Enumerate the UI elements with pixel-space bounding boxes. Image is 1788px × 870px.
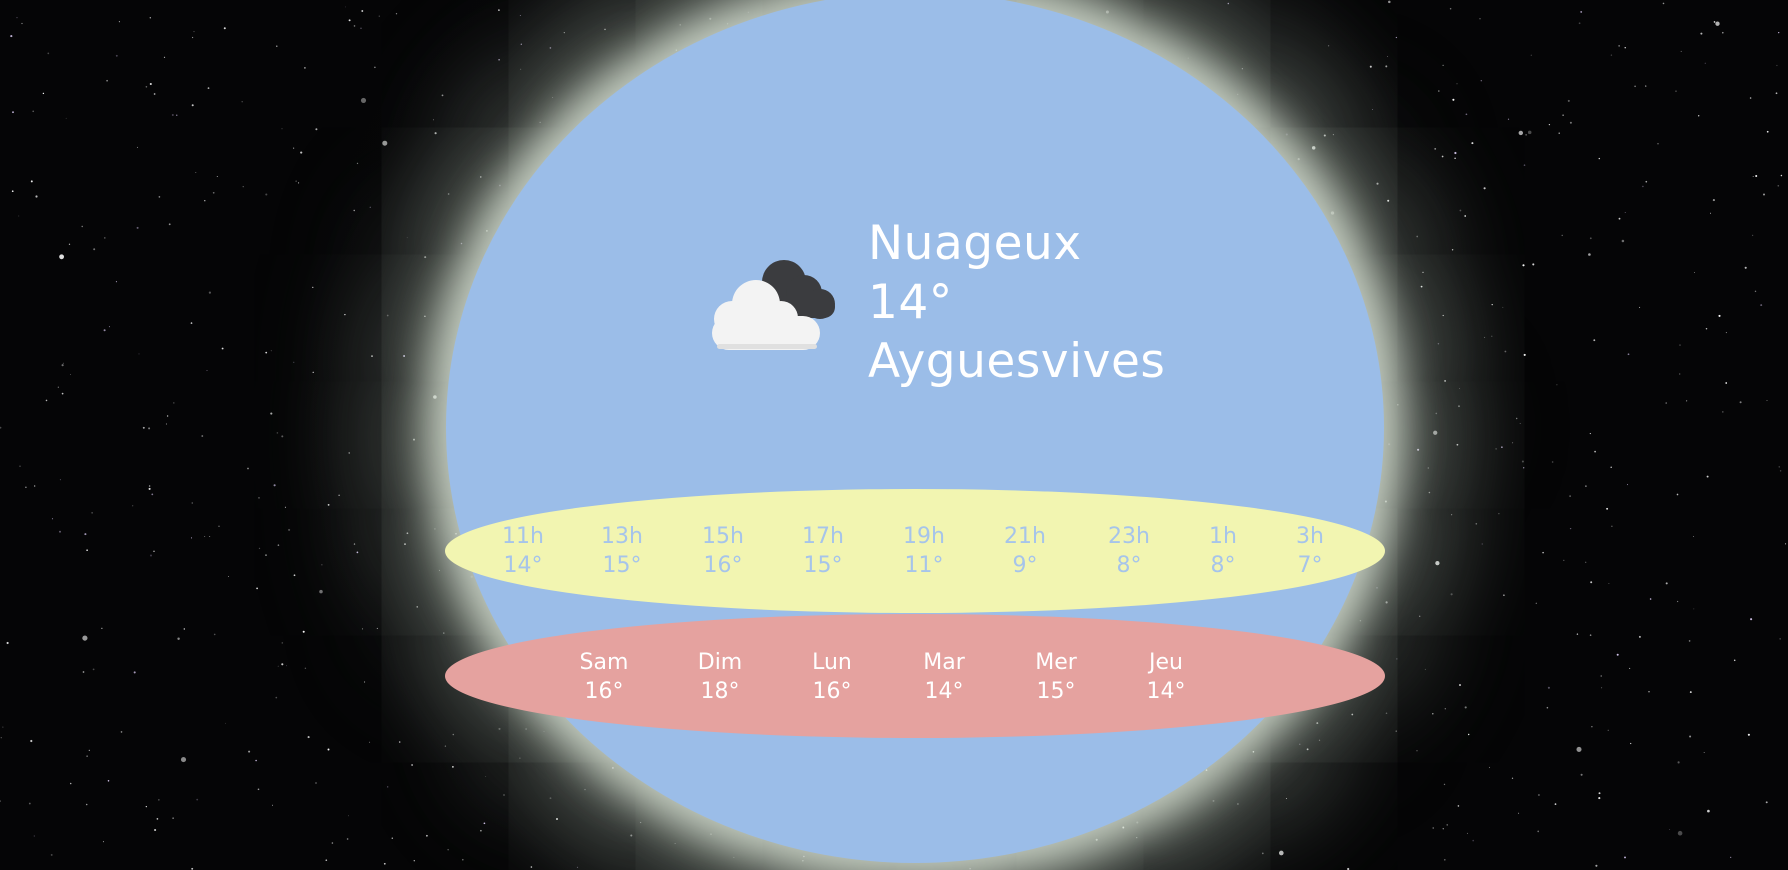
day-label: Dim <box>697 650 743 675</box>
hour-temperature: 9° <box>1012 553 1038 578</box>
day-temperature: 16° <box>812 679 852 704</box>
day-label: Mer <box>1035 650 1077 675</box>
day-label: Jeu <box>1149 650 1183 675</box>
hourly-forecast-band: 11h 14° 13h 15° 15h 16° 17h 15° 19h 11° 21h 9° 23h 8°… <box>445 489 1385 613</box>
hour-label: 17h <box>802 524 844 549</box>
hour-temperature: 11° <box>904 553 944 578</box>
current-temperature: 14° <box>868 275 953 330</box>
daily-item: Lun 16° <box>797 648 867 706</box>
hour-temperature: 16° <box>703 553 743 578</box>
day-temperature: 16° <box>584 679 624 704</box>
hourly-item: 13h 15° <box>592 522 652 580</box>
hourly-item: 11h 14° <box>493 522 553 580</box>
day-temperature: 15° <box>1036 679 1076 704</box>
hour-temperature: 14° <box>503 553 543 578</box>
daily-item: Dim 18° <box>685 648 755 706</box>
hourly-item: 19h 11° <box>894 522 954 580</box>
hour-label: 23h <box>1108 524 1150 549</box>
daily-item: Mar 14° <box>909 648 979 706</box>
day-temperature: 14° <box>1146 679 1186 704</box>
daily-item: Mer 15° <box>1021 648 1091 706</box>
hourly-item: 17h 15° <box>793 522 853 580</box>
hour-label: 11h <box>502 524 544 549</box>
weather-condition: Nuageux <box>868 216 1082 271</box>
hour-label: 3h <box>1296 524 1324 549</box>
hour-temperature: 15° <box>602 553 642 578</box>
day-label: Lun <box>812 650 852 675</box>
cloudy-icon <box>712 259 835 350</box>
hour-temperature: 8° <box>1210 553 1236 578</box>
day-label: Sam <box>579 650 629 675</box>
hourly-forecast-list: 11h 14° 13h 15° 15h 16° 17h 15° 19h 11° 21h 9° 23h 8°… <box>445 522 1385 582</box>
hourly-item: 1h 8° <box>1193 522 1253 580</box>
city-name: Ayguesvives <box>868 334 1166 389</box>
hour-temperature: 15° <box>803 553 843 578</box>
hour-label: 15h <box>702 524 744 549</box>
hour-label: 19h <box>903 524 945 549</box>
hour-label: 13h <box>601 524 643 549</box>
daily-item: Jeu 14° <box>1131 648 1201 706</box>
daily-forecast-list: Sam 16° Dim 18° Lun 16° Mar 14° Mer 15° Jeu 14° <box>445 648 1385 708</box>
hour-temperature: 7° <box>1297 553 1323 578</box>
daily-forecast-band: Sam 16° Dim 18° Lun 16° Mar 14° Mer 15° Jeu 14° <box>445 614 1385 738</box>
current-weather: Nuageux 14° Ayguesvives <box>705 214 1165 391</box>
hourly-item: 21h 9° <box>995 522 1055 580</box>
daily-item: Sam 16° <box>569 648 639 706</box>
day-temperature: 14° <box>924 679 964 704</box>
hourly-item: 15h 16° <box>693 522 753 580</box>
hour-label: 21h <box>1004 524 1046 549</box>
hour-label: 1h <box>1209 524 1237 549</box>
hourly-item: 23h 8° <box>1099 522 1159 580</box>
hour-temperature: 8° <box>1116 553 1142 578</box>
day-temperature: 18° <box>700 679 740 704</box>
hourly-item: 3h 7° <box>1280 522 1340 580</box>
day-label: Mar <box>923 650 965 675</box>
